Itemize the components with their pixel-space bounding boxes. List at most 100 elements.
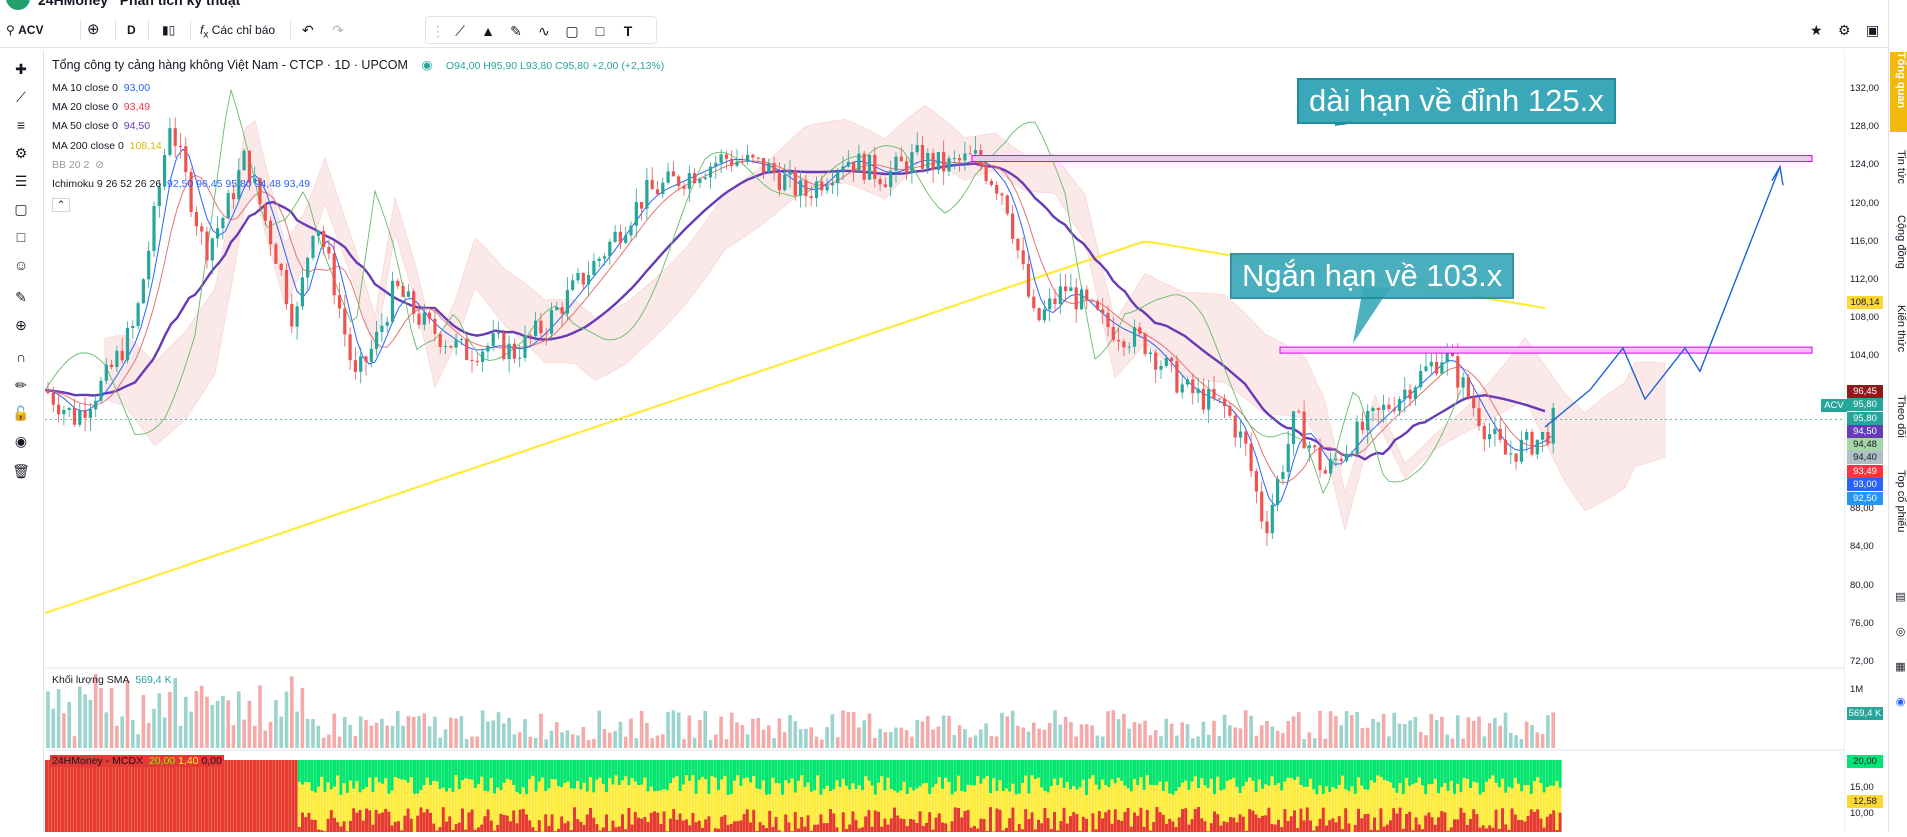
- mcdx-green-bar: [1239, 760, 1242, 793]
- replay-icon[interactable]: ★: [1810, 20, 1823, 40]
- rail-tab-top-stocks[interactable]: Top cổ phiếu: [1890, 470, 1907, 532]
- mcdx-green-bar: [407, 760, 410, 783]
- mcdx-green-bar: [1386, 760, 1389, 781]
- brand-text: 24HMoney: [38, 0, 108, 8]
- rail-tab-news[interactable]: Tin tức: [1890, 150, 1907, 184]
- legend-bb[interactable]: BB 20 2 ⊘: [52, 159, 104, 171]
- chart-canvas[interactable]: [45, 50, 1845, 832]
- volume-bar: [62, 713, 66, 748]
- mcdx-red-bar: [176, 760, 179, 832]
- mcdx-red-bar: [250, 760, 253, 832]
- mcdx-green-bar: [807, 760, 810, 783]
- volume-bar: [52, 709, 56, 748]
- fib-icon[interactable]: ▲: [478, 21, 498, 41]
- rail-tab-knowledge[interactable]: Kiến thức: [1890, 305, 1907, 352]
- annotation-long-term[interactable]: dài hạn về đỉnh 125.x: [1297, 78, 1616, 124]
- candle-body: [502, 333, 505, 359]
- rail-grid-icon[interactable]: ▦: [1890, 660, 1907, 673]
- rail-book-icon[interactable]: ▤: [1890, 590, 1907, 603]
- camera-icon[interactable]: ▣: [1866, 20, 1879, 40]
- mcdx-green-bar: [1024, 760, 1027, 776]
- rectangle-icon[interactable]: ▢: [562, 21, 582, 41]
- trash-icon[interactable]: 🗑: [10, 460, 32, 482]
- mcdx-green-bar: [349, 760, 352, 780]
- candle-body: [1419, 371, 1422, 387]
- eye-off-icon[interactable]: ⊘: [95, 159, 104, 171]
- volume-bar: [1440, 717, 1444, 748]
- drag-handle-icon[interactable]: ⋮: [428, 21, 448, 41]
- mcdx-green-bar: [915, 760, 918, 789]
- horizontal-lines-icon[interactable]: ≡: [10, 114, 32, 136]
- ruler-icon[interactable]: ✎: [10, 286, 32, 308]
- rail-bot-icon[interactable]: ◉: [1890, 695, 1907, 708]
- text-tool-icon[interactable]: T: [618, 21, 638, 41]
- mcdx-green-bar: [1319, 760, 1322, 785]
- volume-legend[interactable]: Khối lượng SMA 569,4 K: [52, 674, 172, 686]
- interval-button[interactable]: D: [127, 20, 136, 40]
- mcdx-red-bar: [1517, 820, 1520, 832]
- pattern-icon[interactable]: ∿: [534, 21, 554, 41]
- pitchfork-icon[interactable]: ⚙: [10, 142, 32, 164]
- brush-icon[interactable]: ✎: [506, 21, 526, 41]
- lock-icon[interactable]: 🔓: [10, 402, 32, 424]
- annotation-short-term[interactable]: Ngắn hạn về 103.x: [1230, 253, 1514, 299]
- candle-body: [566, 290, 569, 314]
- mcdx-green-bar: [579, 760, 582, 789]
- callout-icon[interactable]: □: [590, 21, 610, 41]
- mcdx-legend[interactable]: 24HMoney - MCDX 20,00 1,40 0,00: [50, 755, 224, 767]
- pencil-lock-icon[interactable]: ✏: [10, 374, 32, 396]
- legend-ma20[interactable]: MA 20 close 0 93,49: [52, 101, 150, 113]
- volume-bar: [560, 732, 564, 748]
- mcdx-red-bar: [544, 814, 547, 832]
- candle-body: [1393, 409, 1396, 411]
- mcdx-red-bar: [1085, 819, 1088, 832]
- volume-bar: [401, 726, 405, 748]
- symbol-search[interactable]: ⚲ ACV: [6, 20, 43, 40]
- zoom-in-icon[interactable]: ⊕: [10, 314, 32, 336]
- volume-bar: [677, 713, 681, 748]
- volume-bar: [1117, 719, 1121, 748]
- eye-icon[interactable]: ◉: [10, 430, 32, 452]
- rail-tab-community[interactable]: Cộng đồng: [1890, 215, 1907, 269]
- mcdx-green-bar: [1027, 760, 1030, 793]
- rectangle-shape-icon[interactable]: ▢: [10, 198, 32, 220]
- fib-retracement-icon[interactable]: ☰: [10, 170, 32, 192]
- volume-bar: [968, 737, 972, 748]
- mcdx-red-bar: [1133, 812, 1136, 832]
- legend-ichimoku[interactable]: Ichimoku 9 26 52 26 26 92,50 96,45 95,80…: [52, 178, 310, 190]
- collapse-legend-chevron-icon[interactable]: ⌃: [52, 198, 70, 212]
- volume-bar: [1308, 732, 1312, 748]
- magnet-icon[interactable]: ∩: [10, 346, 32, 368]
- legend-ma200[interactable]: MA 200 close 0 108,14: [52, 140, 162, 152]
- mcdx-green-bar: [1213, 760, 1216, 794]
- indicators-button[interactable]: fx Các chỉ báo: [200, 20, 275, 40]
- undo-icon[interactable]: ↶: [302, 20, 314, 40]
- mcdx-red-bar: [643, 817, 646, 832]
- mcdx-green-bar: [1059, 760, 1062, 778]
- rail-tab-overview[interactable]: Tổng quan: [1890, 52, 1907, 132]
- price-axis-label: 104,00: [1850, 350, 1879, 361]
- legend-ma10[interactable]: MA 10 close 0 93,00: [52, 82, 150, 94]
- add-symbol-icon[interactable]: ⊕: [87, 20, 100, 40]
- legend-ma50[interactable]: MA 50 close 0 94,50: [52, 120, 150, 132]
- chart-type-icon[interactable]: ▮▯: [162, 20, 175, 40]
- trend-line-icon[interactable]: ⟋: [10, 86, 32, 108]
- comment-icon[interactable]: □: [10, 226, 32, 248]
- settings-gear-icon[interactable]: ⚙: [1838, 20, 1851, 40]
- rail-target-icon[interactable]: ◎: [1890, 625, 1907, 638]
- price-chart-svg[interactable]: [45, 50, 1845, 832]
- emoji-icon[interactable]: ☺: [10, 254, 32, 276]
- mcdx-red-bar: [784, 814, 787, 832]
- rail-tab-watchlist[interactable]: Theo dõi: [1890, 395, 1907, 438]
- trend-line-icon[interactable]: ⟋: [450, 21, 470, 41]
- crosshair-icon[interactable]: ✚: [10, 58, 32, 80]
- redo-icon[interactable]: ↷: [332, 20, 344, 40]
- volume-bar: [1218, 736, 1222, 748]
- candle-body: [1334, 459, 1337, 460]
- volume-bar: [709, 740, 713, 748]
- mcdx-red-bar: [973, 826, 976, 832]
- mcdx-red-bar: [215, 760, 218, 832]
- mcdx-green-bar: [522, 760, 525, 787]
- brand-logo-icon[interactable]: [6, 0, 30, 10]
- mcdx-red-bar: [407, 809, 410, 832]
